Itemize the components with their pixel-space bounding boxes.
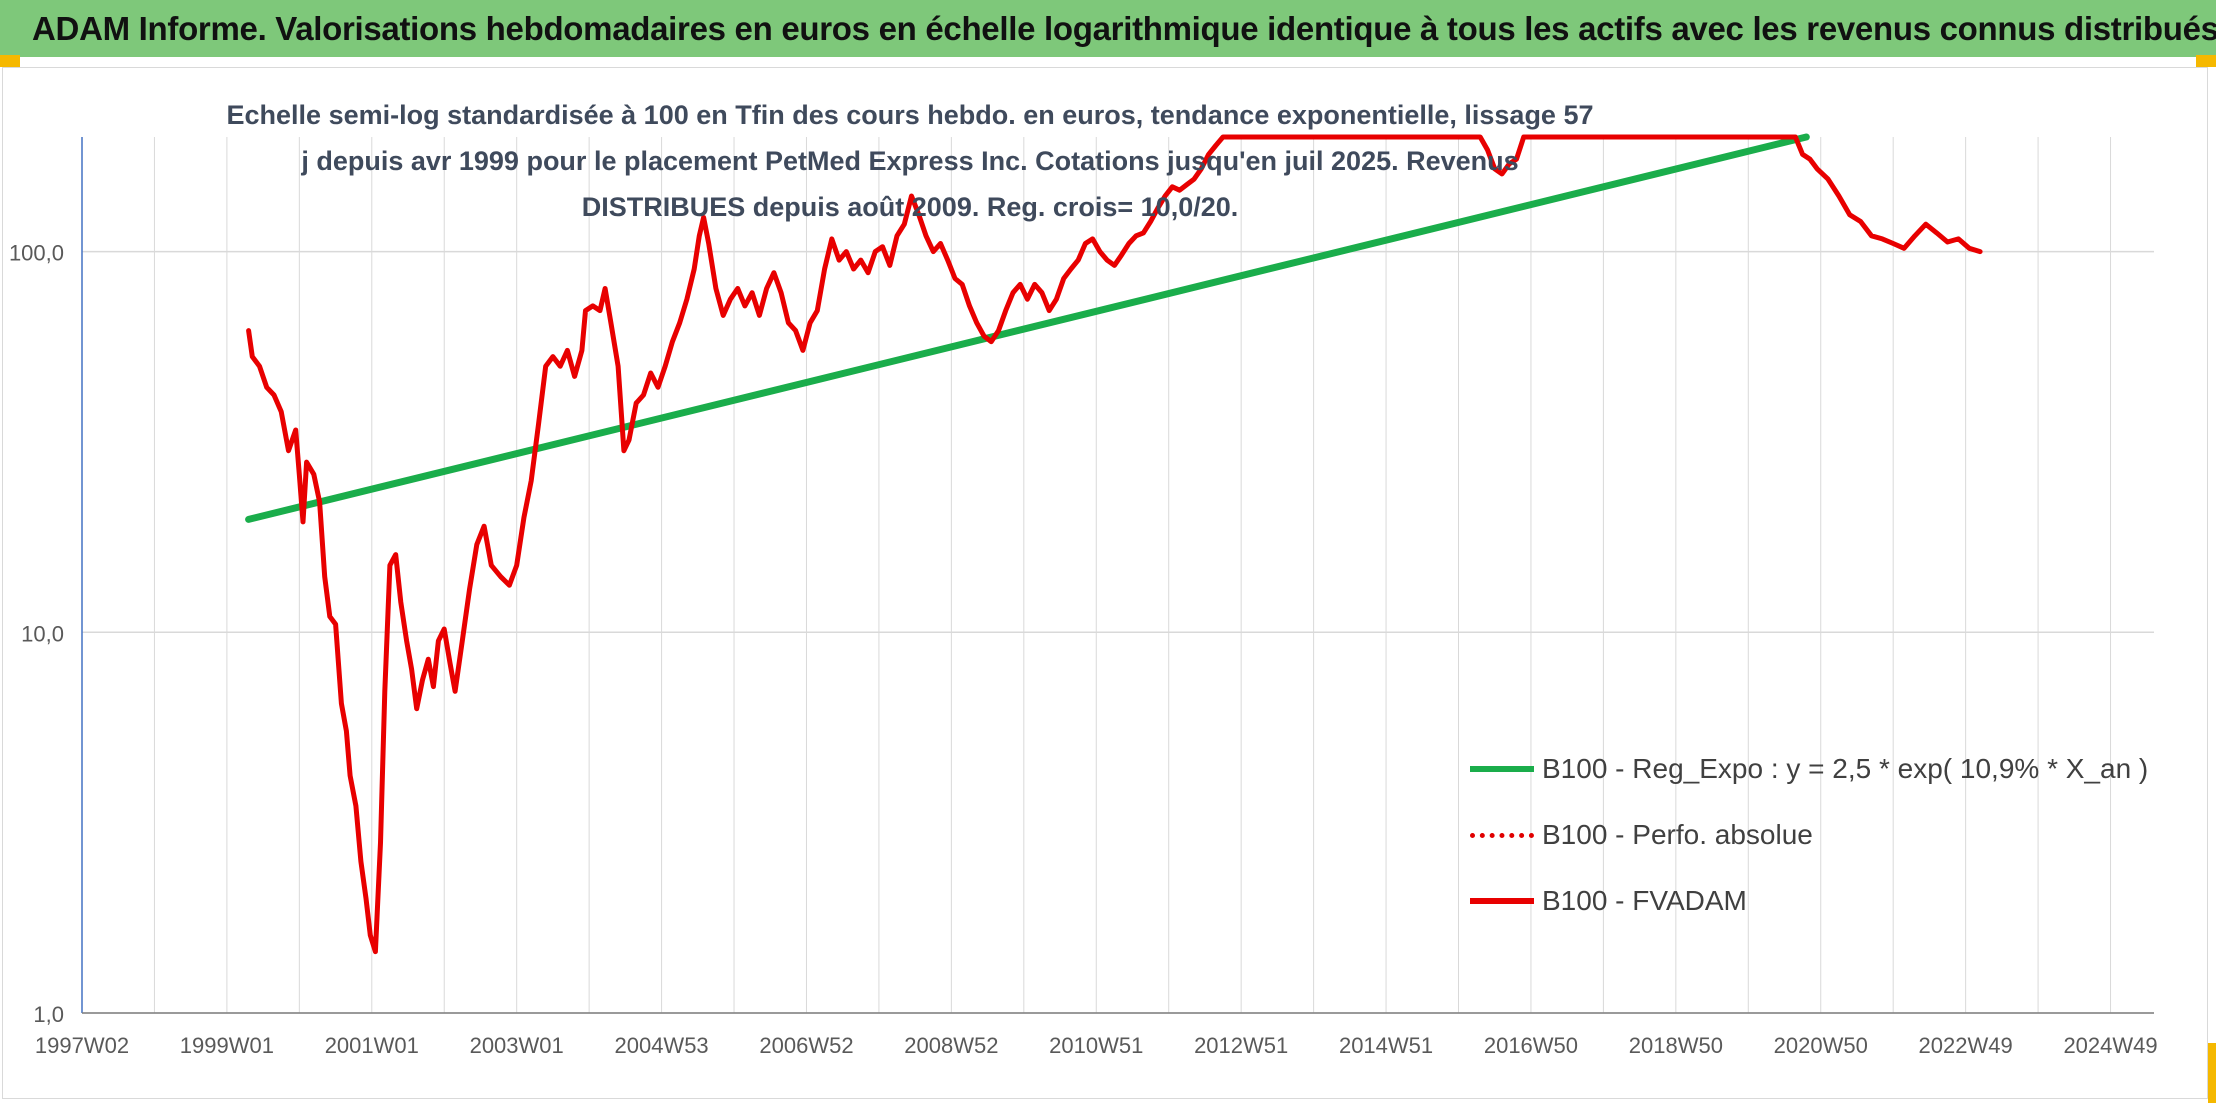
legend-label-regression: B100 - Reg_Expo : y = 2,5 * exp( 10,9% *…	[1542, 753, 2149, 784]
x-tick-label: 2014W51	[1339, 1033, 1433, 1058]
x-tick-label: 2001W01	[325, 1033, 419, 1058]
chart-legend: B100 - Reg_Expo : y = 2,5 * exp( 10,9% *…	[1470, 736, 2170, 934]
x-tick-label: 2018W50	[1629, 1033, 1723, 1058]
x-tick-label: 2022W49	[1919, 1033, 2013, 1058]
corner-accent-left	[0, 55, 20, 67]
legend-item-perfo: B100 - Perfo. absolue	[1470, 802, 2170, 868]
y-axis-labels: 1,0 10,0 100,0	[9, 241, 64, 1027]
legend-label-perfo: B100 - Perfo. absolue	[1542, 819, 1813, 850]
x-tick-label: 1999W01	[180, 1033, 274, 1058]
chart-frame	[2, 67, 2208, 1099]
chart-series	[245, 133, 1983, 955]
x-tick-label: 2003W01	[470, 1033, 564, 1058]
x-tick-label: 2020W50	[1774, 1033, 1868, 1058]
x-tick-label: 2010W51	[1049, 1033, 1143, 1058]
corner-accent-bottom	[2208, 1043, 2216, 1103]
legend-label-fvadam: B100 - FVADAM	[1542, 885, 1747, 916]
y-tick-label: 10,0	[21, 621, 64, 646]
x-tick-label: 2016W50	[1484, 1033, 1578, 1058]
y-tick-label: 100,0	[9, 241, 64, 266]
report-title: ADAM Informe. Valorisations hebdomadaire…	[0, 0, 2216, 57]
chart-subtitle: Echelle semi-log standardisée à 100 en T…	[226, 100, 1594, 222]
legend-item-fvadam: B100 - FVADAM	[1470, 868, 2170, 934]
fvadam-line	[246, 134, 1983, 955]
x-tick-label: 2012W51	[1194, 1033, 1288, 1058]
regression-line	[245, 133, 1810, 523]
legend-item-regression: B100 - Reg_Expo : y = 2,5 * exp( 10,9% *…	[1470, 736, 2170, 802]
legend-swatch-red-line	[1470, 898, 1534, 904]
legend-swatch-dotted-line	[1470, 832, 1534, 838]
corner-accent-right	[2196, 55, 2216, 67]
x-tick-label: 2004W53	[614, 1033, 708, 1058]
y-tick-label: 1,0	[33, 1002, 64, 1027]
x-tick-label: 1997W02	[35, 1033, 129, 1058]
x-tick-label: 2008W52	[904, 1033, 998, 1058]
legend-swatch-green-line	[1470, 766, 1534, 772]
x-tick-label: 2024W49	[2063, 1033, 2157, 1058]
x-tick-label: 2006W52	[759, 1033, 853, 1058]
x-axis-labels: 1997W02 1999W01 2001W01 2003W01 2004W53 2006W…	[35, 1033, 2158, 1058]
chart-axes	[81, 137, 2154, 1014]
